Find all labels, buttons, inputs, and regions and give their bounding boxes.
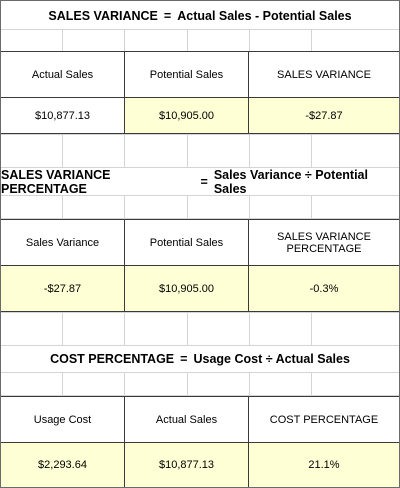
section-title-sales-variance[interactable]: SALES VARIANCE = Actual Sales - Potentia… — [1, 3, 399, 30]
header-cell[interactable]: Usage Cost — [1, 397, 125, 443]
value-cell[interactable]: $10,905.00 — [125, 266, 249, 312]
result-cell[interactable]: -$27.87 — [249, 98, 399, 134]
calc-table-cost-percentage: Usage Cost Actual Sales COST PERCENTAGE … — [1, 397, 399, 487]
value-cell[interactable]: $2,293.64 — [1, 443, 125, 487]
empty-grid-rows[interactable] — [1, 312, 399, 346]
formula-operator: = — [163, 9, 172, 23]
formula-title: SALES VARIANCE — [48, 9, 158, 23]
formula-expression: Actual Sales - Potential Sales — [177, 9, 352, 23]
calc-table-sales-variance-percentage: Sales Variance Potential Sales SALES VAR… — [1, 220, 399, 312]
formula-expression: Usage Cost ÷ Actual Sales — [193, 352, 350, 366]
header-cell[interactable]: Actual Sales — [1, 52, 125, 98]
header-cell[interactable]: COST PERCENTAGE — [249, 397, 399, 443]
header-cell[interactable]: Sales Variance — [1, 220, 125, 266]
empty-grid-rows[interactable] — [1, 134, 399, 168]
header-cell[interactable]: SALES VARIANCE — [249, 52, 399, 98]
calc-table-sales-variance: Actual Sales Potential Sales SALES VARIA… — [1, 52, 399, 134]
section-title-cost-percentage[interactable]: COST PERCENTAGE = Usage Cost ÷ Actual Sa… — [1, 346, 399, 373]
formula-expression: Sales Variance ÷ Potential Sales — [213, 168, 368, 196]
section-title-sales-variance-percentage[interactable]: SALES VARIANCE PERCENTAGE = Sales Varian… — [1, 168, 399, 196]
result-cell[interactable]: 21.1% — [249, 443, 399, 487]
result-cell[interactable]: -0.3% — [249, 266, 399, 312]
header-cell[interactable]: Potential Sales — [125, 52, 249, 98]
formula-operator: = — [180, 352, 188, 366]
header-cell[interactable]: Potential Sales — [125, 220, 249, 266]
value-cell[interactable]: $10,877.13 — [1, 98, 125, 134]
header-cell[interactable]: SALES VARIANCE PERCENTAGE — [249, 220, 399, 266]
value-cell[interactable]: -$27.87 — [1, 266, 125, 312]
empty-grid-rows[interactable] — [1, 195, 399, 219]
value-cell[interactable]: $10,905.00 — [125, 98, 249, 134]
formula-title: SALES VARIANCE PERCENTAGE — [1, 168, 111, 196]
formula-title: COST PERCENTAGE — [50, 352, 175, 366]
value-cell[interactable]: $10,877.13 — [125, 443, 249, 487]
empty-grid-rows[interactable] — [1, 372, 399, 396]
formula-operator: = — [200, 175, 208, 189]
header-cell[interactable]: Actual Sales — [125, 397, 249, 443]
